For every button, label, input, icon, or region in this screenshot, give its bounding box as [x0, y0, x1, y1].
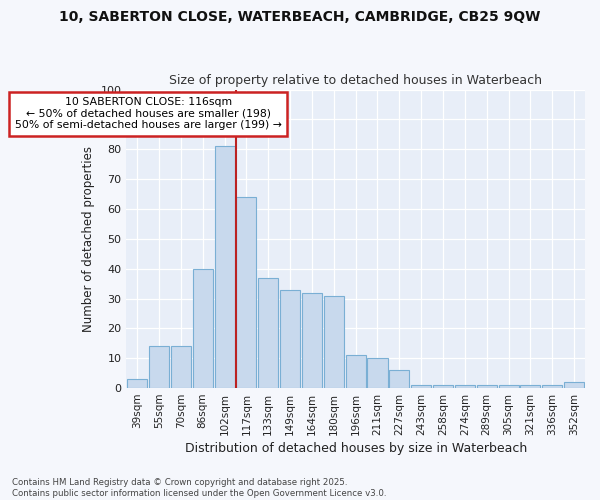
- Bar: [346, 355, 365, 388]
- Bar: [236, 197, 256, 388]
- Bar: [389, 370, 409, 388]
- Bar: [542, 385, 562, 388]
- Bar: [520, 385, 541, 388]
- Bar: [215, 146, 235, 388]
- Bar: [258, 278, 278, 388]
- Text: 10, SABERTON CLOSE, WATERBEACH, CAMBRIDGE, CB25 9QW: 10, SABERTON CLOSE, WATERBEACH, CAMBRIDG…: [59, 10, 541, 24]
- Bar: [411, 385, 431, 388]
- Text: Contains HM Land Registry data © Crown copyright and database right 2025.
Contai: Contains HM Land Registry data © Crown c…: [12, 478, 386, 498]
- Bar: [367, 358, 388, 388]
- Bar: [433, 385, 453, 388]
- Bar: [564, 382, 584, 388]
- Title: Size of property relative to detached houses in Waterbeach: Size of property relative to detached ho…: [169, 74, 542, 87]
- Bar: [324, 296, 344, 388]
- Bar: [499, 385, 518, 388]
- Bar: [127, 379, 147, 388]
- Text: 10 SABERTON CLOSE: 116sqm
← 50% of detached houses are smaller (198)
50% of semi: 10 SABERTON CLOSE: 116sqm ← 50% of detac…: [15, 97, 281, 130]
- Bar: [280, 290, 300, 388]
- Y-axis label: Number of detached properties: Number of detached properties: [82, 146, 95, 332]
- Bar: [171, 346, 191, 388]
- X-axis label: Distribution of detached houses by size in Waterbeach: Distribution of detached houses by size …: [185, 442, 527, 455]
- Bar: [455, 385, 475, 388]
- Bar: [149, 346, 169, 388]
- Bar: [302, 292, 322, 388]
- Bar: [193, 268, 213, 388]
- Bar: [476, 385, 497, 388]
